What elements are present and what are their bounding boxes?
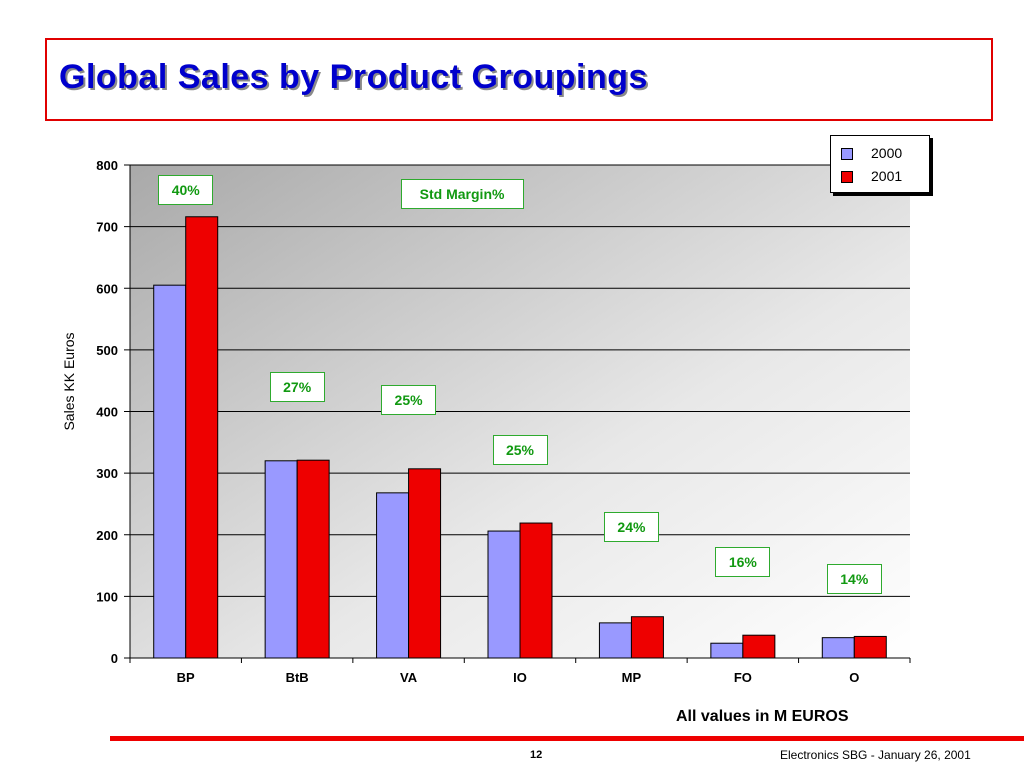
title-box: Global Sales by Product Groupings xyxy=(45,38,993,121)
legend-swatch-2000 xyxy=(841,148,853,160)
footer-text: Electronics SBG - January 26, 2001 xyxy=(780,748,971,762)
std-margin-label-FO: 16% xyxy=(715,547,771,578)
legend-label-2001: 2001 xyxy=(871,168,903,184)
bar-VA-2000 xyxy=(376,492,410,659)
bar-FO-2001 xyxy=(742,634,776,659)
x-tick-label: VA xyxy=(400,670,418,685)
chart-legend: 2000 2001 xyxy=(830,135,930,193)
std-margin-label-O: 14% xyxy=(826,564,882,595)
slide-title: Global Sales by Product Groupings xyxy=(59,58,648,96)
y-tick-label: 600 xyxy=(96,281,118,296)
units-note: All values in M EUROS xyxy=(676,708,849,725)
x-tick-label: BP xyxy=(177,670,195,685)
y-tick-label: 400 xyxy=(96,405,118,420)
bar-BtB-2001 xyxy=(296,459,330,659)
x-tick-label: O xyxy=(849,670,859,685)
x-tick-label: FO xyxy=(734,670,752,685)
std-margin-label-MP: 24% xyxy=(603,511,659,542)
axes: 0 100 200 300 400 500 600 700 800 BP BtB VA IO MP FO O xyxy=(96,158,911,685)
bar-O-2001 xyxy=(853,635,887,659)
y-tick-label: 0 xyxy=(111,651,118,666)
x-tick-label: IO xyxy=(513,670,527,685)
std-margin-label-VA: 25% xyxy=(381,384,437,415)
y-tick-label: 200 xyxy=(96,528,118,543)
x-tick-label: BtB xyxy=(286,670,309,685)
gridlines xyxy=(130,164,910,597)
bar-O-2000 xyxy=(821,637,855,659)
bar-VA-2001 xyxy=(408,468,442,659)
legend-swatch-2001 xyxy=(841,171,853,183)
std-margin-annotation: Std Margin% xyxy=(400,178,524,209)
bars xyxy=(153,216,887,659)
bar-BtB-2000 xyxy=(264,460,298,659)
bar-IO-2000 xyxy=(487,530,521,659)
bar-BP-2001 xyxy=(185,216,219,659)
bar-MP-2000 xyxy=(598,622,632,659)
y-tick-label: 100 xyxy=(96,589,118,604)
std-margin-label-BtB: 27% xyxy=(269,372,325,403)
y-tick-label: 800 xyxy=(96,158,118,173)
y-tick-label: 300 xyxy=(96,466,118,481)
footer-divider xyxy=(110,736,1024,741)
x-tick-label: MP xyxy=(622,670,642,685)
bar-BP-2000 xyxy=(153,284,187,659)
bar-MP-2001 xyxy=(630,616,664,659)
legend-label-2000: 2000 xyxy=(871,145,903,161)
page-number: 12 xyxy=(530,749,543,761)
y-tick-label: 500 xyxy=(96,343,118,358)
std-margin-label-IO: 25% xyxy=(492,435,548,466)
std-margin-label-BP: 40% xyxy=(158,174,214,205)
y-tick-label: 700 xyxy=(96,220,118,235)
bar-IO-2001 xyxy=(519,522,553,659)
bar-FO-2000 xyxy=(710,642,744,659)
y-axis-label: Sales KK Euros xyxy=(61,332,77,430)
